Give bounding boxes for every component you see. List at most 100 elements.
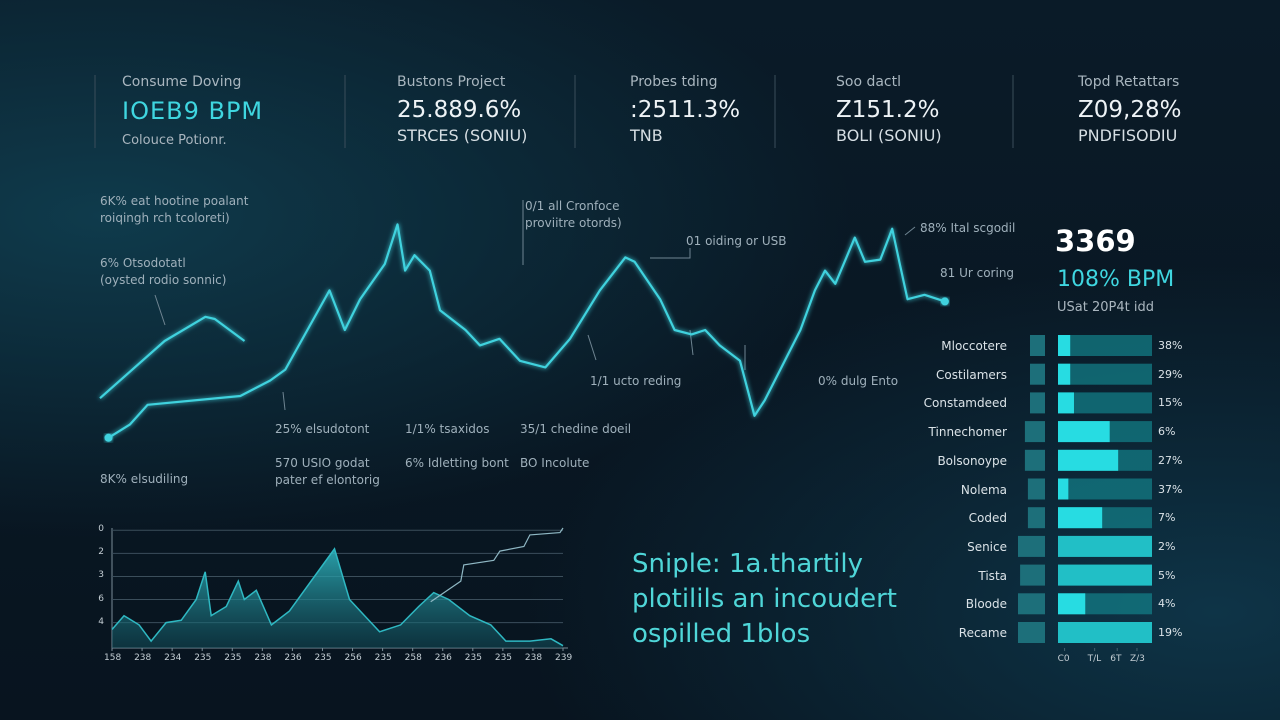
stat-note: USat 20P4t idd [1057, 300, 1154, 315]
side-bar [1018, 535, 1045, 557]
bar-label: Tista [978, 568, 1007, 583]
bar-track [1058, 335, 1152, 356]
annotation: 0/1 all Cronfoce [525, 199, 620, 213]
leader-line [587, 334, 597, 361]
x-tick-label: 235 [194, 653, 212, 663]
bar-label: Tinnechomer [928, 425, 1007, 440]
annotation: 8K% elsudiling [100, 472, 189, 486]
area-outline [111, 547, 564, 647]
y-tick-label: 6 [98, 593, 104, 604]
bar-track [1058, 392, 1152, 414]
caption-line: plotilils an incoudert [632, 584, 897, 614]
x-tick-label: 238 [524, 653, 543, 663]
x-tick-label: 236 [284, 653, 302, 663]
bar-percent: 29% [1158, 367, 1183, 381]
bar-label: Bolsonoype [937, 453, 1007, 468]
annotation: 6% Otsodotatl [100, 256, 186, 270]
x-tick-label: 236 [434, 653, 452, 663]
annotation: BO Incolute [520, 456, 590, 470]
annotation: 6K% eat hootine poalant [100, 194, 249, 208]
bar-label: Nolema [960, 482, 1007, 497]
annotation: 6% Idletting bont [405, 456, 509, 470]
annotation: 88% Ital scgodil [920, 221, 1016, 235]
kpi-sub: BOLI (SONIU) [836, 126, 942, 145]
line-series [430, 527, 564, 603]
x-tick-label: Z/3 [1129, 654, 1145, 664]
x-tick-label: 238 [134, 653, 152, 663]
bar [1058, 535, 1152, 557]
annotation: 01 oiding or USB [686, 234, 787, 248]
bar [1058, 363, 1071, 385]
kpi-value: 25.889.6% [397, 97, 522, 123]
bar [1058, 449, 1119, 471]
leader-line [650, 248, 691, 259]
annotation: 81 Ur coring [940, 266, 1015, 280]
bar-label: Senice [967, 539, 1007, 554]
kpi-sub: TNB [630, 126, 663, 145]
bar [1058, 421, 1110, 443]
bar-percent: 27% [1158, 453, 1183, 467]
bar-label: Constamdeed [923, 396, 1007, 411]
leader-line [154, 294, 166, 326]
bar-percent: 2% [1158, 539, 1176, 553]
annotation: proviitre otords) [525, 216, 622, 230]
x-tick-label: 6T [1110, 654, 1122, 664]
x-tick-label: T/L [1087, 654, 1102, 664]
bar-track [1058, 478, 1152, 500]
kpi-sub: PNDFISODIU [1078, 126, 1178, 145]
x-tick-label: 235 [464, 653, 482, 663]
side-bar [1030, 335, 1045, 356]
bar [1058, 335, 1071, 356]
side-bar [1020, 564, 1045, 586]
bar-percent: 6% [1158, 425, 1176, 439]
side-bar [1027, 478, 1045, 500]
y-tick-label: 0 [98, 524, 104, 535]
x-tick-label: C0 [1057, 654, 1070, 664]
annotation: (oysted rodio sonnic) [100, 273, 227, 287]
end-dot [940, 297, 949, 306]
kpi-label: Bustons Project [397, 74, 506, 90]
leader-line [282, 391, 286, 411]
x-tick-label: 158 [104, 653, 122, 663]
x-tick-label: 235 [494, 653, 513, 663]
y-tick-label: 3 [98, 570, 104, 581]
kpi-sub: Colouce Potionr. [122, 133, 227, 148]
side-bar [1024, 449, 1045, 471]
annotation: pater ef elontorig [275, 473, 380, 487]
bar [1058, 622, 1152, 643]
annotation: 570 USIO godat [275, 456, 370, 470]
bar-percent: 37% [1158, 482, 1183, 496]
bar [1058, 478, 1069, 500]
bar [1058, 507, 1103, 529]
caption-line: Sniple: 1a.thartily [632, 549, 864, 579]
kpi-sub: STRCES (SONIU) [397, 126, 528, 145]
x-tick-label: 238 [254, 653, 272, 663]
bar-label: Costilamers [936, 367, 1007, 382]
x-tick-label: 235 [224, 653, 242, 663]
side-bar [1030, 392, 1045, 414]
bar-percent: 5% [1158, 568, 1176, 582]
bar-percent: 15% [1158, 396, 1183, 410]
kpi-value: IOEB9 BPM [122, 97, 264, 125]
area-fill [112, 548, 563, 648]
annotation: 25% elsudotont [275, 422, 370, 436]
kpi-value: Z09,28% [1078, 97, 1182, 123]
bar-label: Mloccotere [941, 339, 1007, 353]
bar [1058, 593, 1086, 615]
x-tick-label: 234 [164, 653, 182, 663]
annotation: 0% dulg Ento [818, 374, 899, 388]
bar-label: Recame [958, 626, 1007, 640]
annotation: 1/1% tsaxidos [405, 422, 490, 436]
end-dot [104, 433, 113, 442]
y-tick-label: 2 [98, 547, 104, 558]
bar-label: Bloode [965, 597, 1007, 612]
stat-value: 3369 [1055, 224, 1136, 258]
kpi-value: Z151.2% [836, 97, 940, 123]
bar [1058, 392, 1074, 414]
line-series [99, 315, 246, 400]
y-tick-label: 4 [98, 616, 104, 627]
annotation: 35/1 chedine doeil [520, 422, 632, 436]
kpi-label: Topd Retattars [1078, 74, 1180, 90]
